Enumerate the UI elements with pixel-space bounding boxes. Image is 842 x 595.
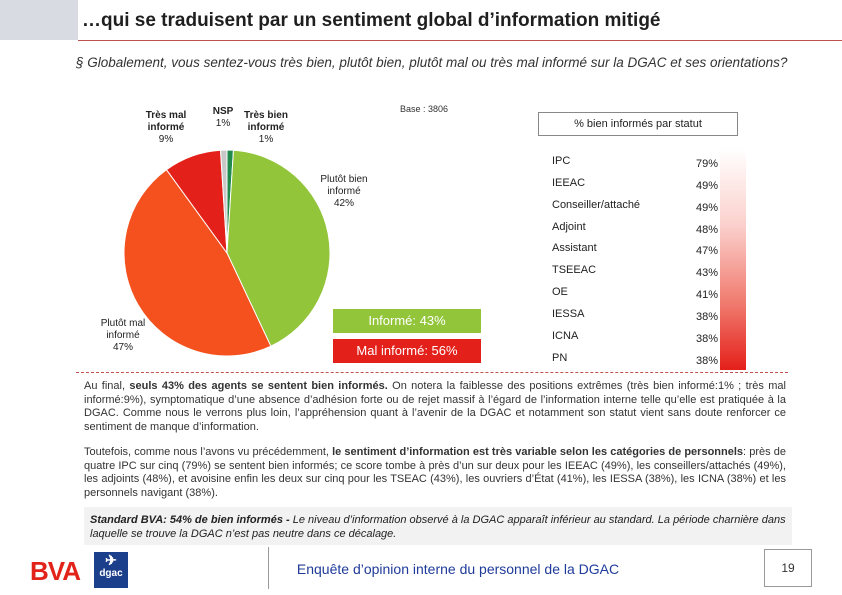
status-label: IESSA	[552, 308, 585, 320]
label-plutot-mal-line1: Plutôt mal	[100, 318, 146, 329]
dgac-logo: ✈ dgac	[94, 552, 128, 588]
status-pct: 41%	[696, 289, 719, 301]
p2-intro: Toutefois, comme nous l’avons vu précéde…	[84, 446, 333, 458]
status-label: OE	[552, 286, 568, 298]
status-pct: 48%	[696, 224, 719, 236]
status-pct: 38%	[696, 355, 719, 367]
label-plutot-mal-pct: 47%	[112, 342, 133, 353]
label-tres-bien-line2: informé	[247, 122, 285, 133]
p2-body: : près de quatre IPC sur cinq (79%) se s…	[84, 446, 786, 499]
status-label: PN	[552, 352, 568, 364]
bva-logo: BVA	[30, 556, 81, 586]
pie-slice-plut-t-bien-inform-	[226, 149, 331, 347]
standard-label: Standard BVA: 54% de bien informés -	[90, 514, 293, 526]
status-label: IPC	[552, 155, 571, 167]
status-pct: 49%	[696, 202, 719, 214]
label-plutot-bien: Plutôt bien informé 42%	[312, 174, 376, 210]
informe-summary-badge: Informé: 43%	[333, 309, 481, 333]
status-row-icna: ICNA 38%	[552, 330, 742, 350]
label-plutot-bien-pct: 42%	[333, 198, 354, 209]
status-row-iessa: IESSA 38%	[552, 308, 742, 328]
status-label: TSEEAC	[552, 264, 597, 276]
label-tres-bien-line1: Très bien	[244, 110, 288, 121]
label-tres-mal-line2: informé	[147, 122, 185, 133]
p2-highlight: le sentiment d’information est très vari…	[332, 446, 744, 458]
label-nsp-line1: NSP	[212, 106, 234, 117]
status-pct: 47%	[696, 245, 719, 257]
status-label: IEEAC	[552, 177, 586, 189]
status-pct: 38%	[696, 333, 719, 345]
standard-box	[84, 507, 792, 545]
status-row-ipc: IPC 79%	[552, 155, 742, 175]
status-row-conseiller: Conseiller/attaché 49%	[552, 199, 742, 219]
label-nsp: NSP 1%	[208, 106, 238, 130]
label-plutot-bien-line2: informé	[327, 186, 361, 197]
section-divider	[76, 372, 788, 373]
p1-highlight: seuls 43% des agents se sentent bien inf…	[129, 380, 388, 392]
status-label: Assistant	[552, 242, 597, 254]
status-pct: 49%	[696, 180, 719, 192]
dgac-bird-icon: ✈	[105, 552, 117, 568]
mal-informe-summary-badge: Mal informé: 56%	[333, 339, 481, 363]
status-pct: 43%	[696, 267, 719, 279]
status-row-pn: PN 38%	[552, 352, 742, 372]
status-header: % bien informés par statut	[538, 112, 738, 136]
label-tres-bien-pct: 1%	[258, 134, 274, 145]
label-plutot-mal: Plutôt mal informé 47%	[92, 318, 154, 354]
paragraph-categories: Toutefois, comme nous l’avons vu précéde…	[84, 446, 786, 500]
label-tres-mal-pct: 9%	[158, 134, 174, 145]
pie-slice-plut-t-mal-inform-	[123, 168, 272, 357]
status-row-assistant: Assistant 47%	[552, 242, 742, 262]
status-row-tseeac: TSEEAC 43%	[552, 264, 742, 284]
gradient-bar	[720, 148, 746, 370]
status-row-ieeac: IEEAC 49%	[552, 177, 742, 197]
label-tres-bien: Très bien informé 1%	[238, 110, 294, 146]
status-row-oe: OE 41%	[552, 286, 742, 306]
label-tres-mal-line1: Très mal	[145, 110, 187, 121]
footer-title: Enquête d’opinion interne du personnel d…	[296, 561, 620, 577]
standard-text: Standard BVA: 54% de bien informés - Le …	[90, 513, 788, 541]
standard-body: Le niveau d’information observé à la DGA…	[90, 514, 786, 540]
page-title: …qui se traduisent par un sentiment glob…	[82, 10, 661, 31]
status-pct: 79%	[696, 158, 719, 170]
dgac-logo-text: dgac	[99, 568, 123, 579]
status-label: Conseiller/attaché	[552, 199, 641, 211]
survey-question: § Globalement, vous sentez-vous très bie…	[76, 55, 788, 70]
pie-chart	[123, 149, 331, 357]
page-number: 19	[764, 549, 812, 587]
title-bar-accent	[0, 0, 78, 40]
pie-slice-nsp	[220, 149, 228, 254]
label-plutot-mal-line2: informé	[106, 330, 140, 341]
status-pct: 38%	[696, 311, 719, 323]
status-label: ICNA	[552, 330, 579, 342]
paragraph-summary: Au final, seuls 43% des agents se senten…	[84, 380, 786, 434]
p1-intro: Au final,	[84, 380, 130, 392]
base-size: Base : 3806	[400, 104, 449, 114]
label-plutot-bien-line1: Plutôt bien	[320, 174, 368, 185]
label-nsp-pct: 1%	[215, 118, 231, 129]
status-row-adjoint: Adjoint 48%	[552, 221, 742, 241]
footer-divider	[268, 547, 269, 589]
label-tres-mal: Très mal informé 9%	[140, 110, 192, 146]
status-label: Adjoint	[552, 221, 586, 233]
p1-body: On notera la faiblesse des positions ext…	[84, 380, 786, 433]
title-divider	[78, 40, 842, 41]
